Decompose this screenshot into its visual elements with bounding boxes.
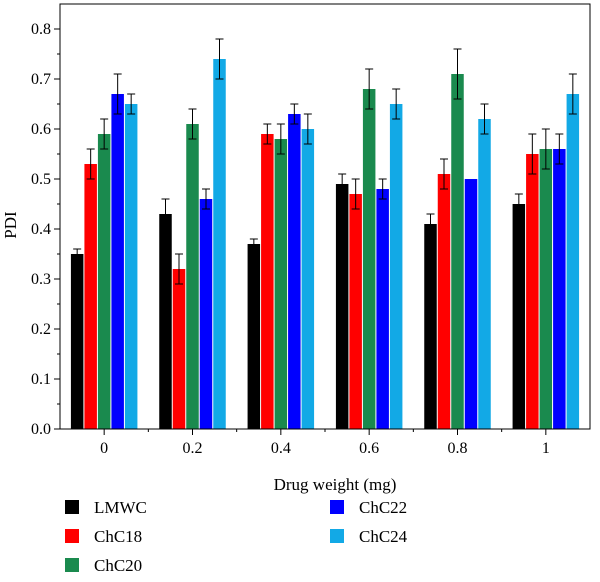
legend-item-lmwc: LMWC <box>65 498 147 517</box>
bar-chc24-2 <box>301 129 315 429</box>
x-tick-label: 0 <box>100 440 108 457</box>
bar-chc24-1 <box>213 59 226 429</box>
x-tick-label: 0.8 <box>448 440 468 457</box>
legend-label: LMWC <box>94 498 147 517</box>
x-tick-label: 1 <box>542 440 550 457</box>
bar-chc18-3 <box>349 194 362 429</box>
bar-lmwc-0 <box>70 254 84 429</box>
legend-label: ChC24 <box>359 527 408 546</box>
bar-chc18-5 <box>526 154 539 429</box>
legend-swatch <box>65 500 79 514</box>
axes-layer: 0.0 0.1 0.2 0.3 0.4 0.5 0.6 0.7 0.8 0 0.2 0.4 0.6 0.8… <box>31 3 591 457</box>
bar-lmwc-3 <box>335 184 349 429</box>
legend-label: ChC18 <box>94 527 142 546</box>
y-tick-label: 0.3 <box>31 271 51 288</box>
bar-chc22-1 <box>199 199 213 429</box>
legend-swatch <box>330 529 344 543</box>
bar-chc20-5 <box>539 149 553 429</box>
bar-chc20-4 <box>451 74 464 429</box>
x-axis-title: Drug weight (mg) <box>274 475 397 494</box>
bar-chc22-0 <box>111 94 124 429</box>
legend-swatch <box>65 529 79 543</box>
x-tick-label: 0.2 <box>183 440 203 457</box>
y-tick-label: 0.6 <box>31 121 51 138</box>
legend-item-chc22: ChC22 <box>330 498 407 517</box>
legend-swatch <box>330 500 344 514</box>
bar-chc22-3 <box>376 189 389 429</box>
error-bars-layer <box>73 38 577 285</box>
y-tick-label: 0.5 <box>31 171 51 188</box>
legend-label: ChC22 <box>359 498 407 517</box>
plot-frame <box>59 3 591 430</box>
bar-chc24-3 <box>389 104 403 429</box>
y-tick-label: 0.2 <box>31 321 51 338</box>
legend-item-chc18: ChC18 <box>65 527 142 546</box>
y-tick-label: 0.7 <box>31 71 51 88</box>
bar-chc20-0 <box>97 134 111 429</box>
bar-lmwc-5 <box>512 204 526 429</box>
bar-chc24-5 <box>566 94 580 429</box>
bar-chc18-1 <box>172 269 186 429</box>
legend-label: ChC20 <box>94 556 142 575</box>
x-tick-label: 0.6 <box>359 440 379 457</box>
legend: LMWC ChC18 ChC20 ChC22 ChC24 <box>65 498 408 575</box>
legend-item-chc24: ChC24 <box>330 527 408 546</box>
y-tick-label: 0.4 <box>31 221 51 238</box>
bar-chc22-5 <box>553 149 566 429</box>
bar-lmwc-1 <box>159 214 172 429</box>
x-tick-label: 0.4 <box>271 440 291 457</box>
bar-lmwc-4 <box>424 224 437 429</box>
y-tick-label: 0.8 <box>31 21 51 38</box>
bar-chc20-1 <box>186 124 199 429</box>
bar-chc18-2 <box>261 134 274 429</box>
bar-lmwc-2 <box>247 244 261 429</box>
bar-chc24-4 <box>478 119 491 429</box>
y-tick-label: 0.1 <box>31 371 51 388</box>
bar-chc18-4 <box>437 174 451 429</box>
bars-layer <box>70 59 580 429</box>
y-axis-title: PDI <box>1 211 20 239</box>
y-tick-label: 0.0 <box>31 421 51 438</box>
bar-chc24-0 <box>124 104 138 429</box>
bar-chc20-2 <box>274 139 288 429</box>
bar-chc22-4 <box>464 179 478 429</box>
bar-chc22-2 <box>288 114 301 429</box>
bar-chc18-0 <box>84 164 97 429</box>
bar-chc20-3 <box>362 89 376 429</box>
legend-swatch <box>65 558 79 572</box>
legend-item-chc20: ChC20 <box>65 556 142 575</box>
